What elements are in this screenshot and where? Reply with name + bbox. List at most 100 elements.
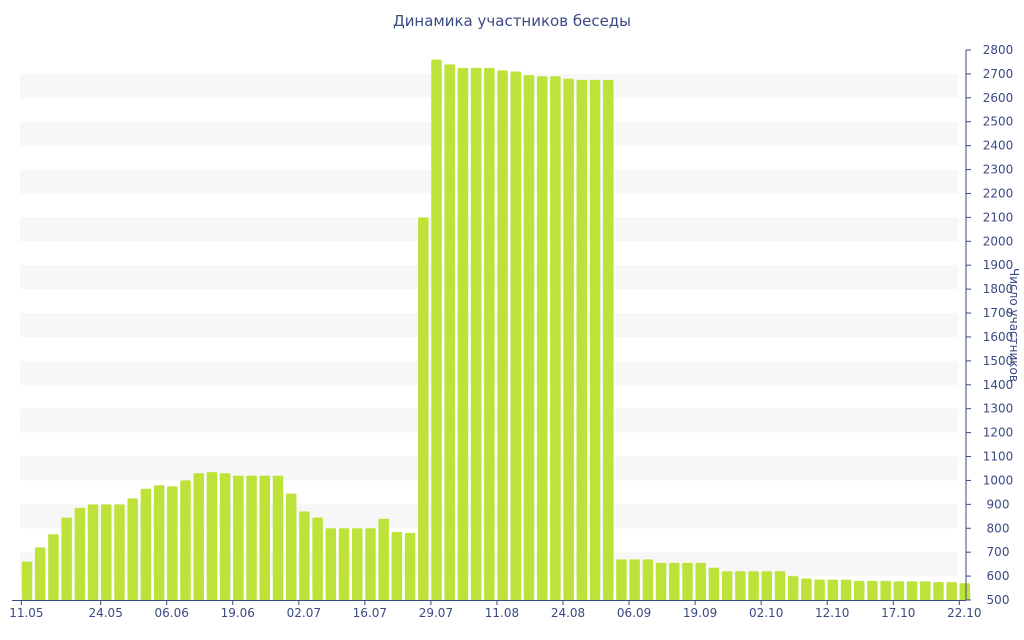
y-tick-label: 2200 xyxy=(983,186,1014,200)
x-tick-label: 02.07 xyxy=(287,606,321,620)
bar xyxy=(497,70,508,600)
bar xyxy=(536,76,548,601)
x-tick-label: 02.10 xyxy=(749,606,783,620)
bar xyxy=(114,504,125,600)
x-tick-label: 19.06 xyxy=(221,606,255,620)
x-tick-label: 11.05 xyxy=(9,606,43,620)
x-tick-label: 06.09 xyxy=(617,606,651,620)
x-tick-label: 29.07 xyxy=(419,606,453,620)
bar xyxy=(708,567,720,600)
bar xyxy=(748,571,759,600)
bar xyxy=(457,67,469,600)
bar xyxy=(470,67,482,600)
y-tick-label: 2700 xyxy=(983,67,1014,81)
y-tick-label: 1900 xyxy=(983,258,1014,272)
bar xyxy=(814,579,825,600)
bar xyxy=(312,517,323,600)
x-tick-label: 16.07 xyxy=(353,606,387,620)
bar xyxy=(74,507,86,600)
bar xyxy=(338,528,350,600)
bar xyxy=(510,71,522,601)
x-tick-label: 06.06 xyxy=(155,606,189,620)
x-tick-label: 11.08 xyxy=(485,606,519,620)
bar xyxy=(418,217,429,601)
bar xyxy=(167,486,178,600)
y-tick-label: 1000 xyxy=(983,473,1014,487)
bar xyxy=(259,475,271,600)
y-tick-label: 1500 xyxy=(983,354,1014,368)
x-tick-label: 22.10 xyxy=(947,606,981,620)
bar xyxy=(761,571,773,600)
bar xyxy=(484,67,495,600)
bar xyxy=(140,488,152,600)
x-tick-label: 19.09 xyxy=(683,606,717,620)
bar xyxy=(153,485,165,600)
bar xyxy=(721,571,733,600)
y-tick-label: 1300 xyxy=(983,402,1014,416)
bar xyxy=(444,64,455,600)
bar xyxy=(352,528,363,600)
y-tick-label: 2800 xyxy=(983,43,1014,57)
bar xyxy=(655,562,667,600)
bar xyxy=(61,517,72,600)
bar xyxy=(391,531,403,600)
bar xyxy=(285,493,297,600)
bar xyxy=(616,559,627,600)
bar xyxy=(206,472,218,600)
bar xyxy=(563,78,574,600)
bar xyxy=(695,562,706,600)
y-tick-label: 1700 xyxy=(983,306,1014,320)
bar xyxy=(827,579,839,600)
bar xyxy=(246,475,257,600)
y-tick-label: 700 xyxy=(987,545,1010,559)
bar xyxy=(735,571,746,600)
bar xyxy=(669,562,680,600)
bar xyxy=(378,518,389,600)
bar xyxy=(893,581,905,600)
y-tick-label: 2100 xyxy=(983,210,1014,224)
y-tick-label: 2300 xyxy=(983,163,1014,177)
bar xyxy=(87,504,99,600)
y-tick-label: 2000 xyxy=(983,234,1014,248)
bar xyxy=(550,76,561,601)
x-tick-label: 24.05 xyxy=(88,606,122,620)
bar xyxy=(233,475,244,600)
bar xyxy=(48,534,59,600)
bar xyxy=(127,498,138,600)
bar xyxy=(101,504,112,600)
y-tick-label: 1600 xyxy=(983,330,1014,344)
y-tick-label: 2600 xyxy=(983,91,1014,105)
bar xyxy=(219,473,231,600)
x-tick-label: 17.10 xyxy=(881,606,915,620)
y-tick-label: 600 xyxy=(987,569,1010,583)
y-tick-label: 1100 xyxy=(983,450,1014,464)
bar xyxy=(774,571,786,600)
x-tick-label: 24.08 xyxy=(551,606,585,620)
x-tick-label: 12.10 xyxy=(815,606,849,620)
bar xyxy=(299,511,310,600)
bar xyxy=(272,475,284,600)
y-tick-label: 1800 xyxy=(983,282,1014,296)
bar xyxy=(431,59,442,601)
chart-title: Динамика участников беседы xyxy=(392,12,632,30)
bar xyxy=(880,580,891,600)
y-axis-title: Число участников xyxy=(1007,268,1021,382)
bar xyxy=(193,473,204,600)
bar xyxy=(682,562,693,600)
bar xyxy=(840,579,852,600)
bar xyxy=(589,79,601,601)
bar xyxy=(787,576,799,600)
bar xyxy=(946,582,957,600)
bar xyxy=(523,75,535,600)
bar xyxy=(959,583,971,600)
bar xyxy=(404,533,416,600)
y-tick-label: 900 xyxy=(987,497,1010,511)
y-tick-label: 2500 xyxy=(983,115,1014,129)
bar xyxy=(642,559,654,600)
bar xyxy=(180,480,191,600)
bar xyxy=(629,559,640,600)
bar xyxy=(576,79,588,601)
bar xyxy=(853,580,865,600)
bar xyxy=(801,578,812,600)
